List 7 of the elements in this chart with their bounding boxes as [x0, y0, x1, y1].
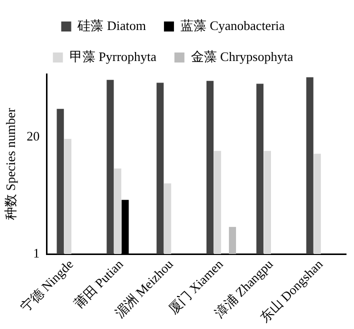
y-axis-title: 种数 Species number: [3, 107, 18, 220]
legend-label: 金藻 Chrypsophyta: [190, 48, 294, 64]
legend-label: 硅藻 Diatom: [76, 18, 146, 33]
legend-label: 甲藻 Pyrrophyta: [69, 48, 157, 64]
y-tick-label: 20: [26, 128, 40, 144]
y-tick-label: 1: [33, 245, 40, 260]
legend-label: 蓝藻 Cyanobacteria: [180, 18, 286, 33]
